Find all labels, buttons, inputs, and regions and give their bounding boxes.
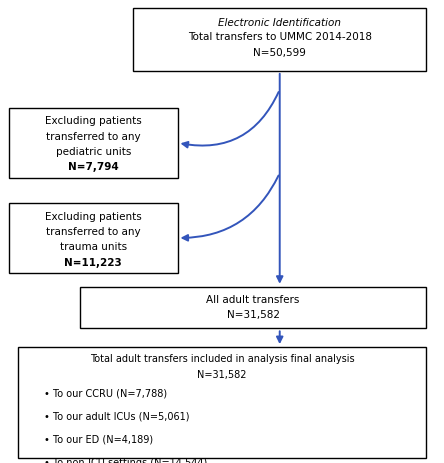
Text: trauma units: trauma units <box>59 242 127 252</box>
FancyBboxPatch shape <box>80 287 426 329</box>
Text: N=31,582: N=31,582 <box>197 369 247 380</box>
FancyBboxPatch shape <box>9 109 178 178</box>
Text: Electronic Identification: Electronic Identification <box>218 18 341 28</box>
Text: transferred to any: transferred to any <box>46 226 141 237</box>
Text: N=31,582: N=31,582 <box>226 309 280 319</box>
Text: N=50,599: N=50,599 <box>253 48 306 58</box>
Text: • To our ED (N=4,189): • To our ED (N=4,189) <box>44 434 154 444</box>
Text: N=11,223: N=11,223 <box>64 257 122 267</box>
Text: Total adult transfers included in analysis final analysis: Total adult transfers included in analys… <box>90 354 354 364</box>
Text: All adult transfers: All adult transfers <box>206 294 300 305</box>
Text: pediatric units: pediatric units <box>56 147 131 157</box>
Text: Excluding patients: Excluding patients <box>45 116 142 126</box>
FancyBboxPatch shape <box>133 9 426 72</box>
Text: • To our adult ICUs (N=5,061): • To our adult ICUs (N=5,061) <box>44 411 190 421</box>
Text: N=7,794: N=7,794 <box>68 162 119 172</box>
Text: • To our CCRU (N=7,788): • To our CCRU (N=7,788) <box>44 388 167 398</box>
FancyBboxPatch shape <box>18 347 426 458</box>
Text: transferred to any: transferred to any <box>46 131 141 142</box>
FancyBboxPatch shape <box>9 204 178 273</box>
Text: • To non-ICU settings (N=14,544): • To non-ICU settings (N=14,544) <box>44 457 208 463</box>
Text: Excluding patients: Excluding patients <box>45 211 142 221</box>
Text: Total transfers to UMMC 2014-2018: Total transfers to UMMC 2014-2018 <box>188 32 372 43</box>
